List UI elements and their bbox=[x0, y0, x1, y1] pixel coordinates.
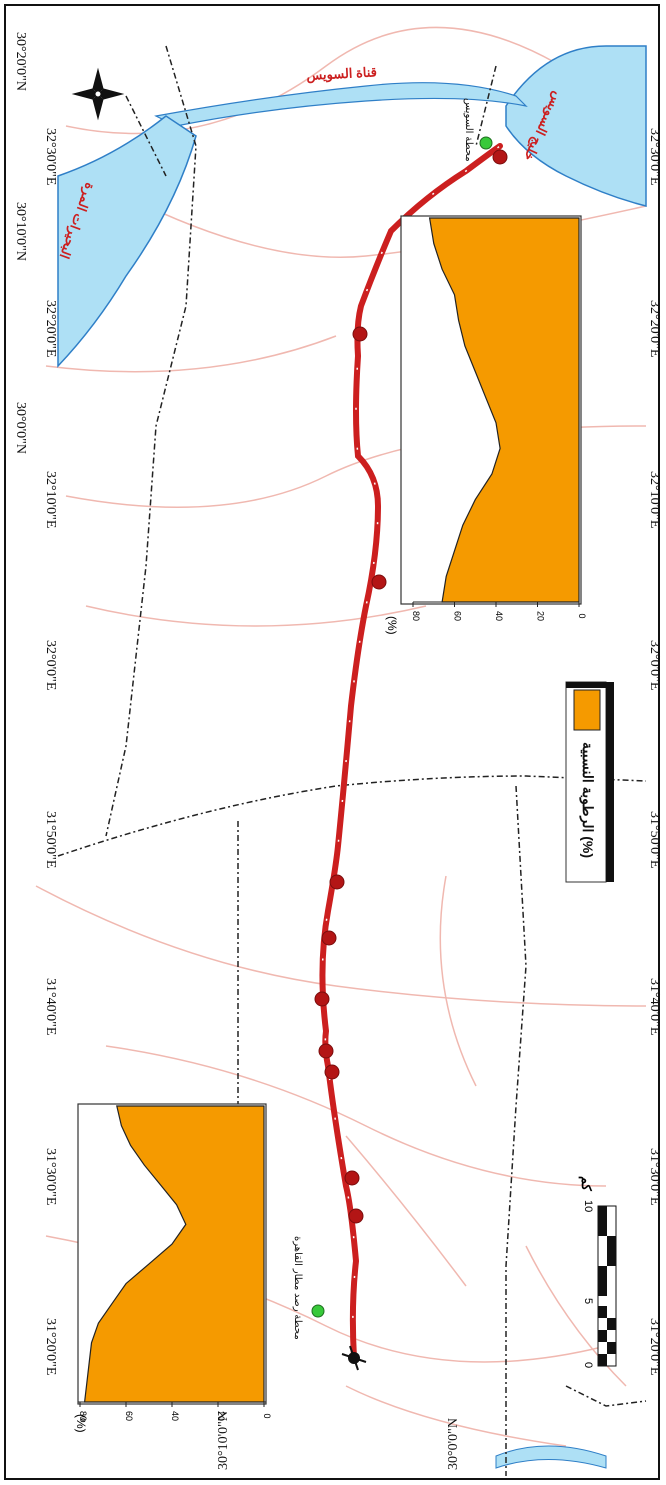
profile-tick-label: 60 bbox=[124, 1411, 134, 1421]
airport-icon bbox=[341, 1345, 367, 1371]
legend-label: الرطوبة النسبية (%) bbox=[580, 742, 596, 859]
profile-tick-label: 0 bbox=[262, 1413, 272, 1418]
profile-lower-unit: (%) bbox=[74, 1414, 88, 1433]
station-start-marker bbox=[311, 1304, 325, 1318]
route-point bbox=[321, 930, 337, 946]
profile-tick-label: 20 bbox=[216, 1411, 226, 1421]
lon-label-right: 32°10'0"E bbox=[647, 471, 662, 529]
profile-tick-label: 0 bbox=[577, 613, 587, 618]
profile-panel-upper: 0 20 40 60 80 bbox=[400, 215, 587, 621]
scale-tick-0: 0 bbox=[582, 1362, 594, 1369]
label-station-end: محطة السويس bbox=[463, 98, 474, 162]
canal-south-water bbox=[495, 1445, 607, 1469]
lon-label-left: 31°40'0"E bbox=[43, 978, 58, 1036]
route-line bbox=[319, 143, 503, 1361]
route-point bbox=[371, 574, 387, 590]
profile-upper-ticks: 0 20 40 60 80 bbox=[411, 602, 587, 621]
route-point bbox=[314, 991, 330, 1007]
profile-upper-area bbox=[428, 217, 580, 603]
route-point bbox=[344, 1170, 360, 1186]
lon-label-left: 31°20'0"E bbox=[43, 1318, 58, 1376]
lon-label-right: 32°30'0"E bbox=[647, 128, 662, 186]
profile-panel-lower: 0 20 40 60 80 bbox=[77, 1103, 272, 1421]
lon-label-left: 32°30'0"E bbox=[43, 128, 58, 186]
lat-label-left-2: 30°10'0"N bbox=[13, 202, 28, 261]
lon-label-right: 31°30'0"E bbox=[647, 1148, 662, 1206]
route-point bbox=[324, 1064, 340, 1080]
profile-tick-label: 40 bbox=[494, 611, 504, 621]
profile-lower-area bbox=[83, 1105, 265, 1403]
profile-tick-label: 40 bbox=[170, 1411, 180, 1421]
profile-upper-unit: (%) bbox=[385, 616, 399, 635]
scale-unit: كم bbox=[579, 1176, 594, 1191]
profile-tick-label: 80 bbox=[411, 611, 421, 621]
scale-tick-10: 10 bbox=[582, 1200, 594, 1213]
lon-label-right: 31°20'0"E bbox=[647, 1318, 662, 1376]
route-point bbox=[329, 874, 345, 890]
map-canvas: 0 20 40 60 80 0 20 40 60 80 bbox=[35, 26, 647, 1476]
legend-box bbox=[565, 681, 614, 883]
scale-bar bbox=[597, 1205, 617, 1367]
lat-label-left-3: 30°0'0"N bbox=[13, 402, 28, 454]
lon-label-left: 31°30'0"E bbox=[43, 1148, 58, 1206]
profile-tick-label: 60 bbox=[453, 611, 463, 621]
route-sample-points bbox=[314, 149, 508, 1224]
boundary-layer bbox=[57, 45, 647, 1476]
lon-label-left: 32°0'0"E bbox=[43, 640, 58, 691]
roads-layer bbox=[35, 26, 647, 1447]
station-end-marker bbox=[479, 136, 493, 150]
route-point bbox=[318, 1043, 334, 1059]
lon-label-right: 31°50'0"E bbox=[647, 811, 662, 869]
lat-label-right-2: 30°10'0"N bbox=[216, 1411, 231, 1470]
lon-label-right: 31°40'0"E bbox=[647, 978, 662, 1036]
canal-water bbox=[154, 82, 528, 127]
lat-label-right-1: 30°0'0"N bbox=[446, 1418, 461, 1470]
profile-tick-label: 20 bbox=[536, 611, 546, 621]
lat-label-left-1: 30°20'0"N bbox=[13, 32, 28, 91]
route-layer bbox=[311, 136, 508, 1371]
lon-label-left: 32°10'0"E bbox=[43, 471, 58, 529]
route-point bbox=[492, 149, 508, 165]
label-station-start: محطة رصد مطار القاهرة bbox=[292, 1236, 303, 1340]
north-arrow-icon bbox=[71, 67, 125, 121]
lon-label-left: 31°50'0"E bbox=[43, 811, 58, 869]
profile-tick-label: 80 bbox=[78, 1411, 88, 1421]
lon-label-right: 32°0'0"E bbox=[647, 640, 662, 691]
lon-label-right: 32°20'0"E bbox=[647, 300, 662, 358]
map-frame: 0 20 40 60 80 0 20 40 60 80 bbox=[4, 4, 662, 1480]
legend-swatch bbox=[573, 689, 601, 731]
gulf-water bbox=[505, 45, 647, 207]
lon-label-left: 32°20'0"E bbox=[43, 300, 58, 358]
scale-tick-5: 5 bbox=[582, 1298, 594, 1305]
route-point bbox=[352, 326, 368, 342]
lake-water bbox=[57, 115, 197, 368]
route-point bbox=[348, 1208, 364, 1224]
water-layer bbox=[57, 45, 647, 1469]
profile-lower-ticks: 0 20 40 60 80 bbox=[78, 1402, 272, 1421]
